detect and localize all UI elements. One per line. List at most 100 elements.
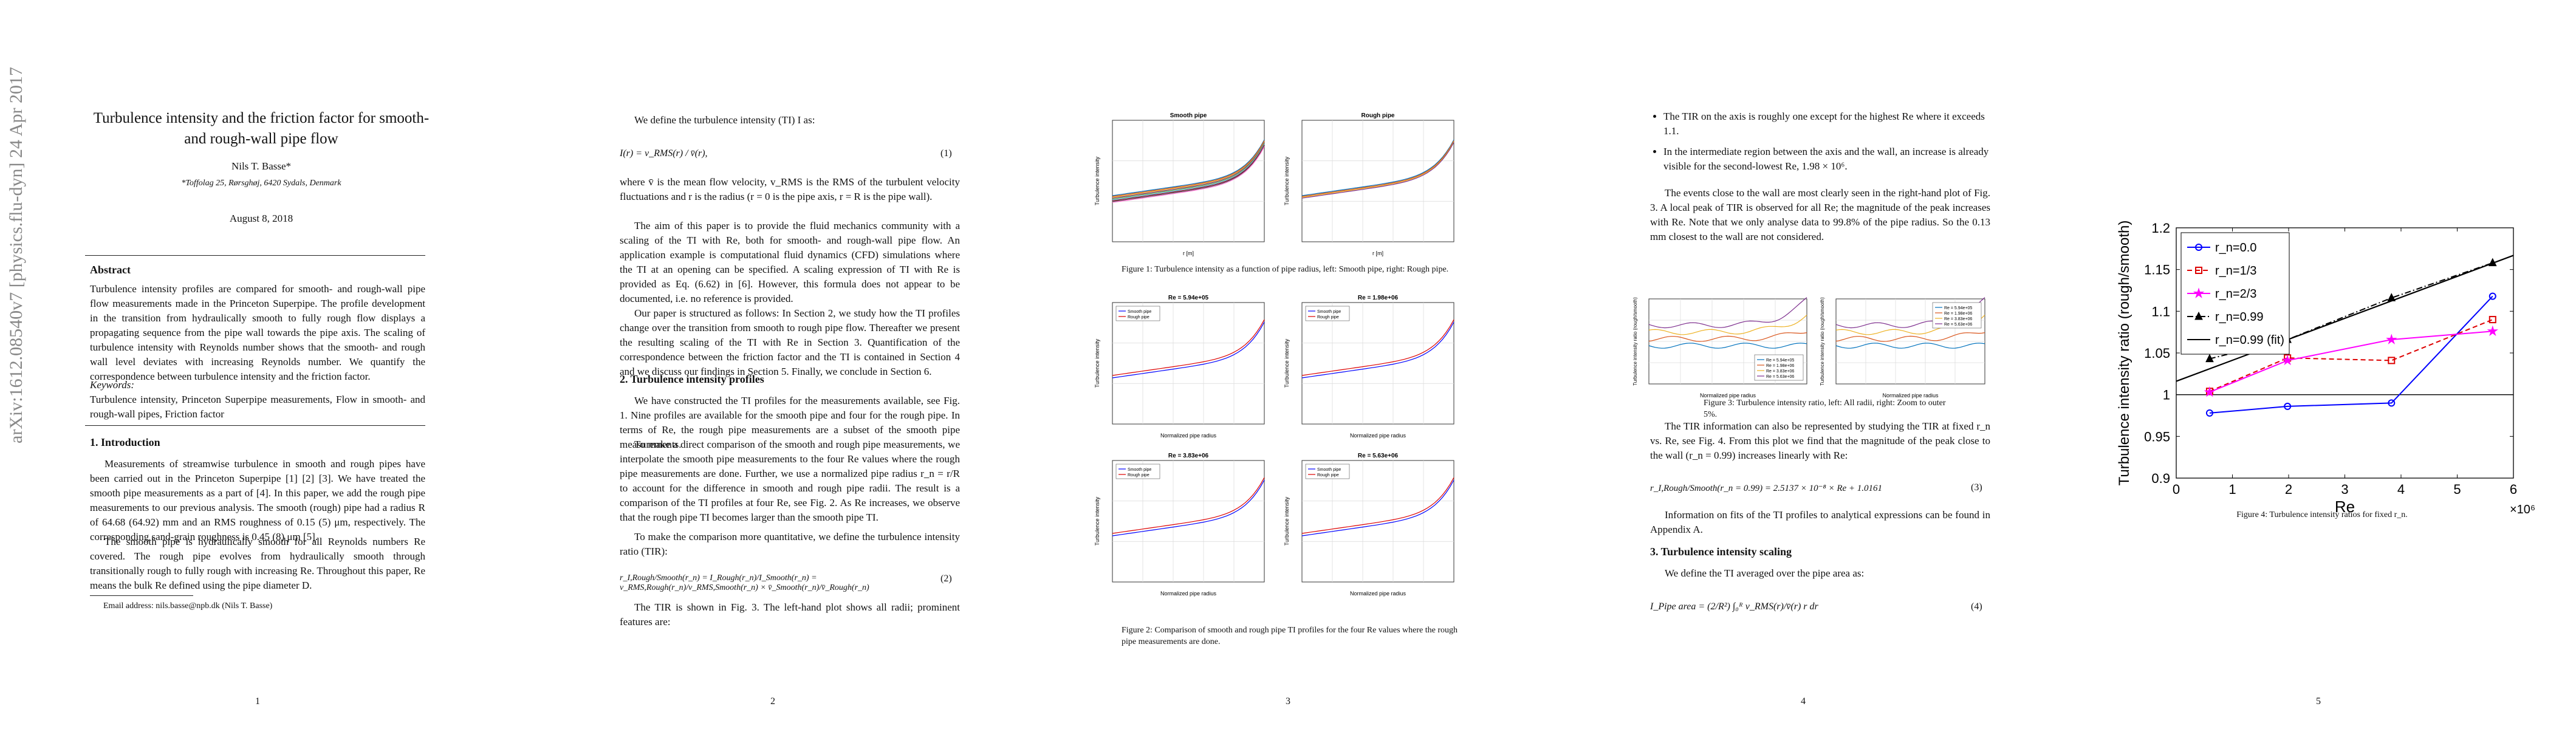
legend-label: r_n=1/3 [2215,264,2256,278]
x-axis-label: Normalized pipe radius [1700,392,1756,399]
data-point [2284,402,2292,410]
legend-label: Rough pipe [1317,473,1339,477]
abstract: Turbulence intensity profiles are compar… [90,283,425,382]
data-point [2205,354,2214,363]
tir-curve [1835,332,1985,342]
p2-text-5: To make a direct comparison of the smoot… [620,439,960,523]
plot-frame [1301,302,1454,425]
figure-1-caption: Figure 1: Turbulence intensity as a func… [1122,265,1449,274]
equation-4-number: (4) [1971,601,1982,612]
p4-text-3: Information on fits of the TI profiles t… [1650,509,1990,535]
profile-curve [1301,479,1454,536]
keywords: Turbulence intensity, Princeton Superpip… [90,394,425,420]
rule-top [85,255,425,256]
footnote-rule [90,595,193,596]
profile-curve [1301,321,1454,378]
figure-4-caption: Figure 4: Turbulence intensity ratios fo… [2236,510,2408,519]
plot-title: Re = 1.98e+06 [1358,295,1399,301]
profile-curve [1112,139,1265,196]
y-axis-label: Turbulence intensity [1094,496,1100,546]
page-number: 4 [1801,696,1806,707]
plot-frame [1301,460,1454,583]
y-axis-label: Turbulence intensity [1284,156,1290,205]
ti-definition-intro: We define the turbulence intensity (TI) … [634,114,815,126]
y-tick-label: 1.15 [2144,262,2170,278]
y-tick-label: 1.1 [2151,304,2170,319]
series-line [2209,295,2493,414]
equation-1: I(r) = v_RMS(r) / v̄(r), [620,148,708,159]
p2-text-2: The aim of this paper is to provide the … [620,220,960,304]
legend-label: r_n=0.99 [2215,310,2264,324]
page-4: The TIR on the axis is roughly one excep… [1546,0,2061,729]
y-axis-label: Turbulence intensity ratio (rough/smooth… [1632,297,1638,386]
abstract-heading: Abstract [90,264,131,276]
plot-frame [1112,120,1265,242]
plot-title: Re = 3.83e+06 [1168,453,1209,459]
y-tick-label: 0.9 [2151,471,2170,486]
legend-label: Smooth pipe [1317,468,1341,472]
chart-legend: r_n=0.0 r_n=1/3 r_n=2/3 r_n=0.99 r_n=0.99 (f… [2180,232,2290,355]
plot-title: Smooth pipe [1170,112,1207,119]
keywords-heading: Keywords: [90,379,135,391]
profile-curve [1301,141,1454,198]
bullet-1: The TIR on the axis is roughly one excep… [1663,109,1992,139]
plot-panel: Smooth pipe r [m] Turbulence intensity [1094,112,1265,256]
series-line [2209,319,2493,392]
legend-label: Re = 3.83e+06 [1944,317,1972,321]
p2-text-6: To make the comparison more quantitative… [620,531,960,557]
p4-text-1: The events close to the wall are most cl… [1650,187,1990,242]
profile-curve [1301,140,1454,197]
page-number: 5 [2316,696,2321,707]
legend-label: r_n=0.99 (fit) [2215,334,2284,347]
x-axis-label: Re [2335,498,2355,516]
profile-curve [1112,477,1265,534]
rule-bottom [85,425,425,426]
legend-box [1305,464,1350,479]
plot-panel: Re = 3.83e+06 Normalized pipe radius Turbu… [1094,453,1265,597]
y-axis-label: Turbulence intensity [1284,496,1290,546]
y-axis-label: Turbulence intensity ratio (rough/smooth… [2116,221,2132,486]
profile-curve [1112,140,1265,197]
equation-2: r_I,Rough/Smooth(r_n) = I_Rough(r_n)/I_S… [620,573,869,592]
x-tick-label: 1 [2228,482,2236,497]
p2-text-1: where v̄ is the mean flow velocity, v_RM… [620,176,960,202]
plot-panel: Re = 5.94e+05 Normalized pipe radius Turbu… [1094,295,1265,439]
legend-label: Smooth pipe [1128,310,1151,314]
intro-para-1: Measurements of streamwise turbulence in… [90,458,425,542]
section-2-heading: 2. Turbulence intensity profiles [620,373,764,385]
profile-curve [1112,142,1265,199]
legend-label: Smooth pipe [1128,468,1151,472]
y-axis-label: Turbulence intensity [1284,338,1290,388]
page-3: Smooth pipe r [m] Turbulence intensity Roug… [1030,0,1546,729]
legend-label: Rough pipe [1317,315,1339,320]
p2-text-4: We have constructed the TI profiles for … [620,395,960,450]
y-axis-label: Turbulence intensity [1094,156,1100,205]
plot-frame [1301,120,1454,242]
plot-title: Re = 5.94e+05 [1168,295,1209,301]
tir-curve [1648,297,1807,329]
fit-line [2176,255,2514,382]
p4-text-4: We define the TI averaged over the pipe … [1665,567,1865,579]
series-line [2209,330,2493,393]
date: August 8, 2018 [229,213,293,224]
email: Email address: nils.basse@npb.dk (Nils T… [103,601,273,611]
legend-label: Re = 1.98e+06 [1766,364,1794,368]
x-axis-label: Normalized pipe radius [1350,433,1406,439]
data-point [2487,325,2499,337]
profile-curve [1112,143,1265,200]
x-tick-label: 3 [2341,482,2348,497]
legend-box [1115,464,1160,479]
figure-3-caption: Figure 3: Turbulence intensity ratio, le… [1704,399,1946,419]
tir-panel: Normalized pipe radius Turbulence intensi… [1632,297,1807,399]
x-scale-label: ×10⁶ [2510,503,2535,516]
profile-curve [1112,321,1265,378]
data-point [2194,311,2203,320]
data-point [2386,334,2397,344]
page-number: 3 [1286,696,1290,707]
figure-3-plots: Normalized pipe radius Turbulence intensi… [1632,297,1985,399]
